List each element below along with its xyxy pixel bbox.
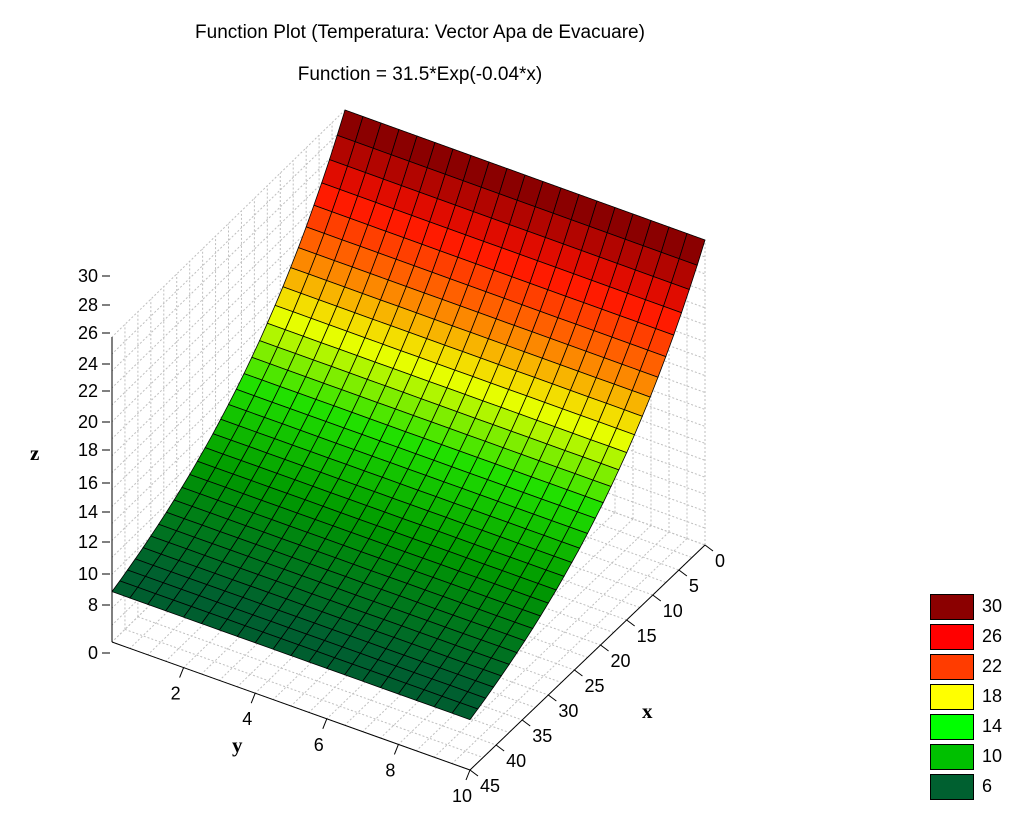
x-tick-label: 30 xyxy=(558,701,578,721)
axes: 302826242220181614121080z246810y05101520… xyxy=(30,266,725,806)
x-axis-label: x xyxy=(642,699,653,723)
surface-mesh xyxy=(111,109,706,721)
x-tick-mark xyxy=(704,544,714,552)
y-tick-mark xyxy=(250,693,256,704)
x-tick-label: 10 xyxy=(663,601,683,621)
surface-patch xyxy=(451,702,479,721)
y-tick-mark xyxy=(179,667,185,678)
x-tick-label: 15 xyxy=(637,626,657,646)
legend-label: 14 xyxy=(982,716,1003,736)
x-tick-label: 20 xyxy=(611,651,631,671)
z-tick-label: 0 xyxy=(88,643,98,663)
x-tick-mark xyxy=(626,619,635,627)
x-axis-line xyxy=(469,544,706,771)
x-tick-label: 35 xyxy=(532,726,552,746)
chart-subtitle: Function = 31.5*Exp(-0.04*x) xyxy=(297,64,543,85)
y-tick-label: 8 xyxy=(385,760,395,780)
z-tick-label: 18 xyxy=(78,440,98,460)
y-tick-mark xyxy=(393,744,399,755)
legend-swatch xyxy=(930,684,974,710)
z-tick-label: 10 xyxy=(78,564,98,584)
y-tick-label: 4 xyxy=(242,709,252,729)
legend-label: 18 xyxy=(982,686,1003,706)
x-tick-mark xyxy=(600,644,609,652)
y-tick-label: 2 xyxy=(171,684,181,704)
x-tick-label: 25 xyxy=(584,676,604,696)
z-tick-label: 28 xyxy=(78,295,98,315)
legend-swatch xyxy=(930,744,974,770)
legend-swatch xyxy=(930,624,974,650)
x-tick-mark xyxy=(548,694,557,702)
y-tick-mark xyxy=(322,718,328,729)
legend-label: 10 xyxy=(982,746,1003,766)
x-tick-mark xyxy=(495,744,505,752)
legend-label: 6 xyxy=(982,776,993,796)
chart-title: Function Plot (Temperatura: Vector Apa d… xyxy=(195,22,645,43)
floor-grid-line xyxy=(137,616,497,746)
z-tick-label: 30 xyxy=(78,266,98,286)
z-tick-label: 16 xyxy=(78,473,98,493)
z-tick-label: 12 xyxy=(78,532,98,552)
x-tick-mark xyxy=(574,669,583,677)
x-tick-mark xyxy=(678,569,688,577)
y-axis-line xyxy=(111,641,471,771)
z-tick-label: 8 xyxy=(88,595,98,615)
floor-grid-line xyxy=(124,628,484,758)
x-tick-label: 45 xyxy=(480,776,500,796)
y-tick-label: 6 xyxy=(314,735,324,755)
legend-swatch xyxy=(930,774,974,800)
x-tick-mark xyxy=(521,719,531,727)
z-tick-label: 14 xyxy=(78,502,98,522)
legend-swatch xyxy=(930,594,974,620)
z-tick-label: 24 xyxy=(78,354,98,374)
y-tick-mark xyxy=(465,769,471,781)
legend-label: 26 xyxy=(982,626,1003,646)
x-tick-mark xyxy=(652,594,662,602)
x-tick-label: 0 xyxy=(715,551,725,571)
z-axis-label: z xyxy=(30,441,39,465)
z-tick-label: 20 xyxy=(78,412,98,432)
legend-label: 30 xyxy=(982,596,1003,616)
x-tick-label: 40 xyxy=(506,751,526,771)
y-axis-label: y xyxy=(232,733,243,757)
z-tick-label: 26 xyxy=(78,323,98,343)
x-tick-mark xyxy=(469,769,479,777)
x-tick-label: 5 xyxy=(689,576,699,596)
legend-label: 22 xyxy=(982,656,1003,676)
y-tick-label: 10 xyxy=(452,786,472,806)
z-tick-label: 22 xyxy=(78,381,98,401)
legend-swatch xyxy=(930,714,974,740)
legend-swatch xyxy=(930,654,974,680)
